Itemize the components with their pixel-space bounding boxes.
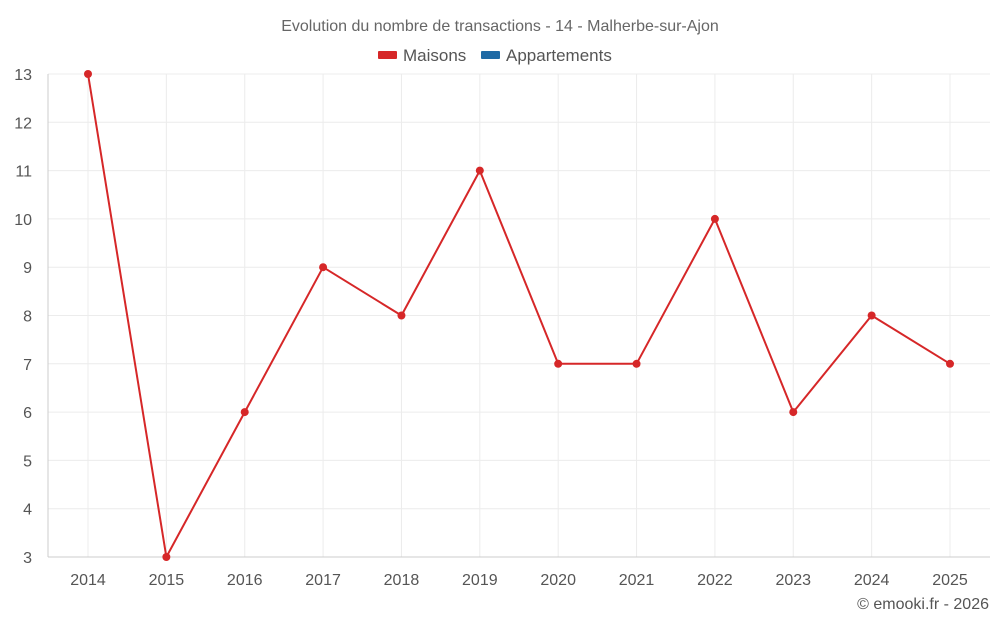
data-points[interactable] xyxy=(84,70,954,561)
legend-swatch-appartements xyxy=(481,51,500,59)
chart-title: Evolution du nombre de transactions - 14… xyxy=(281,18,719,35)
data-point-maisons-2015[interactable] xyxy=(162,553,171,561)
y-tick-label-8: 8 xyxy=(23,309,32,326)
chart-legend[interactable]: Maisons Appartements xyxy=(378,46,612,65)
x-axis-ticks: 2014 2015 2016 2017 2018 2019 2020 2021 2022 2023… xyxy=(70,572,968,589)
y-axis-ticks: 3 4 5 6 7 8 9 10 11 12 13 xyxy=(14,67,32,567)
data-point-maisons-2023[interactable] xyxy=(789,408,798,417)
x-tick-label-2021: 2021 xyxy=(619,572,655,589)
data-point-maisons-2025[interactable] xyxy=(946,359,954,368)
y-tick-label-9: 9 xyxy=(23,260,32,277)
data-point-maisons-2022[interactable] xyxy=(710,214,719,223)
axes xyxy=(47,74,990,558)
x-tick-label-2015: 2015 xyxy=(149,572,185,589)
y-tick-label-13: 13 xyxy=(14,67,32,84)
y-tick-label-6: 6 xyxy=(23,405,32,422)
data-point-maisons-2017[interactable] xyxy=(319,263,328,272)
x-tick-label-2020: 2020 xyxy=(540,572,576,589)
data-point-maisons-2014[interactable] xyxy=(84,70,92,78)
x-tick-label-2019: 2019 xyxy=(462,572,498,589)
x-tick-label-2022: 2022 xyxy=(697,572,733,589)
legend-item-maisons[interactable]: Maisons xyxy=(378,46,466,65)
x-tick-label-2025: 2025 xyxy=(932,572,968,589)
y-tick-label-12: 12 xyxy=(14,115,32,132)
legend-label-appartements: Appartements xyxy=(506,46,612,65)
x-tick-label-2024: 2024 xyxy=(854,572,890,589)
data-point-maisons-2024[interactable] xyxy=(867,311,876,320)
y-tick-label-4: 4 xyxy=(23,502,32,519)
data-point-maisons-2020[interactable] xyxy=(554,359,563,368)
y-tick-label-10: 10 xyxy=(14,212,32,229)
data-point-maisons-2019[interactable] xyxy=(475,166,484,175)
series-line-maisons xyxy=(87,73,951,558)
x-tick-label-2018: 2018 xyxy=(384,572,420,589)
x-tick-label-2014: 2014 xyxy=(70,572,106,589)
legend-item-appartements[interactable]: Appartements xyxy=(481,46,612,65)
legend-label-maisons: Maisons xyxy=(403,46,466,65)
x-tick-label-2016: 2016 xyxy=(227,572,263,589)
y-tick-label-3: 3 xyxy=(23,550,32,567)
y-tick-label-11: 11 xyxy=(15,164,32,181)
y-tick-label-7: 7 xyxy=(23,357,32,374)
grid-lines xyxy=(48,73,990,558)
series-lines xyxy=(87,73,951,558)
chart-credit: © emooki.fr - 2026 xyxy=(857,596,989,613)
x-tick-label-2023: 2023 xyxy=(775,572,811,589)
x-tick-label-2017: 2017 xyxy=(305,572,341,589)
y-tick-label-5: 5 xyxy=(23,453,32,470)
data-point-maisons-2018[interactable] xyxy=(397,311,406,320)
data-point-maisons-2021[interactable] xyxy=(632,359,641,368)
data-point-maisons-2016[interactable] xyxy=(240,408,249,417)
legend-swatch-maisons xyxy=(378,51,397,59)
